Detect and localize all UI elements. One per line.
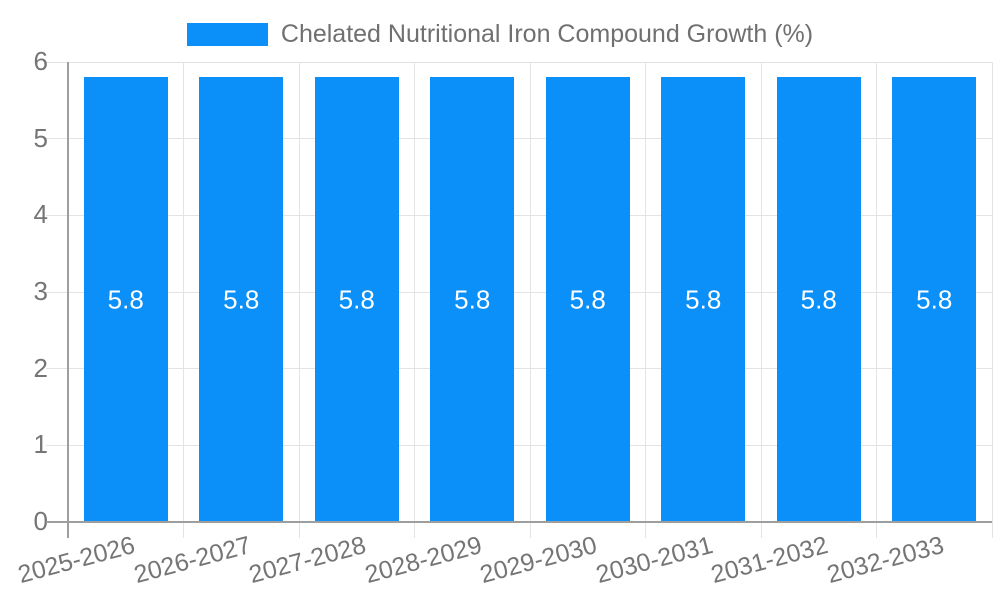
x-tick-label: 2030-2031 [592, 531, 716, 589]
x-tick-label: 2029-2030 [477, 531, 600, 589]
gridline-vertical [645, 62, 646, 538]
gridline-horizontal [46, 291, 992, 293]
gridline-horizontal [46, 138, 992, 140]
bar[interactable] [892, 77, 977, 522]
gridline-vertical [876, 62, 877, 538]
y-tick-label: 4 [33, 199, 48, 230]
bar-value-label: 5.8 [454, 284, 491, 315]
bar-value-label: 5.8 [800, 284, 837, 315]
bar[interactable] [314, 77, 399, 522]
gridline-horizontal [46, 214, 992, 216]
y-tick-label: 1 [33, 429, 48, 460]
bar[interactable] [83, 77, 168, 522]
gridline-vertical [298, 62, 300, 538]
y-tick-label: 0 [33, 505, 48, 536]
bar[interactable] [776, 77, 861, 522]
bar-value-label: 5.8 [223, 284, 260, 315]
x-tick-label: 2032-2033 [823, 531, 947, 589]
gridline-horizontal [46, 61, 992, 63]
bar[interactable] [661, 77, 746, 522]
bar[interactable] [199, 77, 284, 522]
y-tick-label: 2 [33, 352, 48, 383]
x-tick-label: 2026-2027 [130, 531, 254, 589]
chart-legend[interactable]: Chelated Nutritional Iron Compound Growt… [0, 20, 1000, 48]
bar-value-label: 5.8 [338, 284, 375, 315]
legend-swatch-icon [186, 22, 268, 46]
x-axis-baseline [46, 521, 992, 523]
bar[interactable] [430, 77, 515, 522]
gridline-vertical [414, 62, 415, 538]
x-tick-label: 2025-2026 [15, 531, 138, 589]
legend-label: Chelated Nutritional Iron Compound Growt… [280, 20, 814, 48]
bar[interactable] [545, 77, 630, 522]
gridline-horizontal [46, 368, 992, 370]
y-tick-label: 6 [33, 45, 48, 76]
x-tick-label: 2028-2029 [361, 531, 485, 589]
y-tick-label: 3 [33, 275, 48, 306]
gridline-vertical [529, 62, 531, 538]
gridline-vertical [991, 62, 993, 538]
x-tick-label: 2031-2032 [708, 531, 831, 589]
y-tick-label: 5 [33, 122, 48, 153]
x-tick-label: 2027-2028 [246, 531, 369, 589]
gridline-horizontal [46, 444, 992, 446]
bar-value-label: 5.8 [569, 284, 606, 315]
bar-value-label: 5.8 [685, 284, 722, 315]
y-axis-line [67, 62, 69, 538]
gridline-vertical [760, 62, 762, 538]
bar-value-label: 5.8 [107, 284, 144, 315]
gridline-vertical [183, 62, 184, 538]
bar-value-label: 5.8 [916, 284, 953, 315]
